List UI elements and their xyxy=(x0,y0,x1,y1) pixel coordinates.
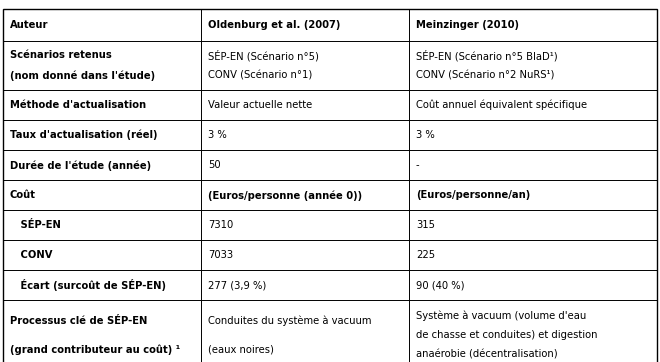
Text: (eaux noires): (eaux noires) xyxy=(208,345,274,354)
Text: 315: 315 xyxy=(416,220,435,230)
Text: Coût annuel équivalent spécifique: Coût annuel équivalent spécifique xyxy=(416,100,587,110)
Text: Processus clé de SÉP-EN: Processus clé de SÉP-EN xyxy=(10,316,147,326)
Text: Taux d'actualisation (réel): Taux d'actualisation (réel) xyxy=(10,130,157,140)
Text: 7033: 7033 xyxy=(208,251,233,260)
Text: Durée de l'étude (année): Durée de l'étude (année) xyxy=(10,160,151,171)
Text: Auteur: Auteur xyxy=(10,20,48,30)
Text: Coût: Coût xyxy=(10,190,36,200)
Text: Écart (surcoût de SÉP-EN): Écart (surcoût de SÉP-EN) xyxy=(10,279,166,291)
Text: 50: 50 xyxy=(208,160,220,170)
Text: 3 %: 3 % xyxy=(208,130,226,140)
Text: -: - xyxy=(416,160,419,170)
Text: Scénarios retenus: Scénarios retenus xyxy=(10,50,112,60)
Text: Système à vacuum (volume d'eau: Système à vacuum (volume d'eau xyxy=(416,311,586,321)
Text: Méthode d'actualisation: Méthode d'actualisation xyxy=(10,100,146,110)
Text: 7310: 7310 xyxy=(208,220,233,230)
Text: Oldenburg et al. (2007): Oldenburg et al. (2007) xyxy=(208,20,341,30)
Text: 90 (40 %): 90 (40 %) xyxy=(416,281,464,290)
Text: Meinzinger (2010): Meinzinger (2010) xyxy=(416,20,519,30)
Text: CONV: CONV xyxy=(10,251,52,260)
Text: SÉP-EN (Scénario n°5 BlaD¹): SÉP-EN (Scénario n°5 BlaD¹) xyxy=(416,50,558,61)
Text: (nom donné dans l'étude): (nom donné dans l'étude) xyxy=(10,70,155,81)
Text: Valeur actuelle nette: Valeur actuelle nette xyxy=(208,100,312,110)
Text: (Euros/personne (année 0)): (Euros/personne (année 0)) xyxy=(208,190,362,201)
Text: 3 %: 3 % xyxy=(416,130,434,140)
Text: SÉP-EN (Scénario n°5): SÉP-EN (Scénario n°5) xyxy=(208,50,319,61)
Text: (grand contributeur au coût) ¹: (grand contributeur au coût) ¹ xyxy=(10,344,180,355)
Text: 225: 225 xyxy=(416,251,435,260)
Text: CONV (Scénario n°2 NuRS¹): CONV (Scénario n°2 NuRS¹) xyxy=(416,71,554,81)
Text: SÉP-EN: SÉP-EN xyxy=(10,220,61,230)
Text: 277 (3,9 %): 277 (3,9 %) xyxy=(208,281,266,290)
Text: anaérobie (décentralisation): anaérobie (décentralisation) xyxy=(416,349,558,359)
Text: Conduites du système à vacuum: Conduites du système à vacuum xyxy=(208,316,372,326)
Text: CONV (Scénario n°1): CONV (Scénario n°1) xyxy=(208,71,312,81)
Text: de chasse et conduites) et digestion: de chasse et conduites) et digestion xyxy=(416,330,597,340)
Text: (Euros/personne/an): (Euros/personne/an) xyxy=(416,190,530,200)
